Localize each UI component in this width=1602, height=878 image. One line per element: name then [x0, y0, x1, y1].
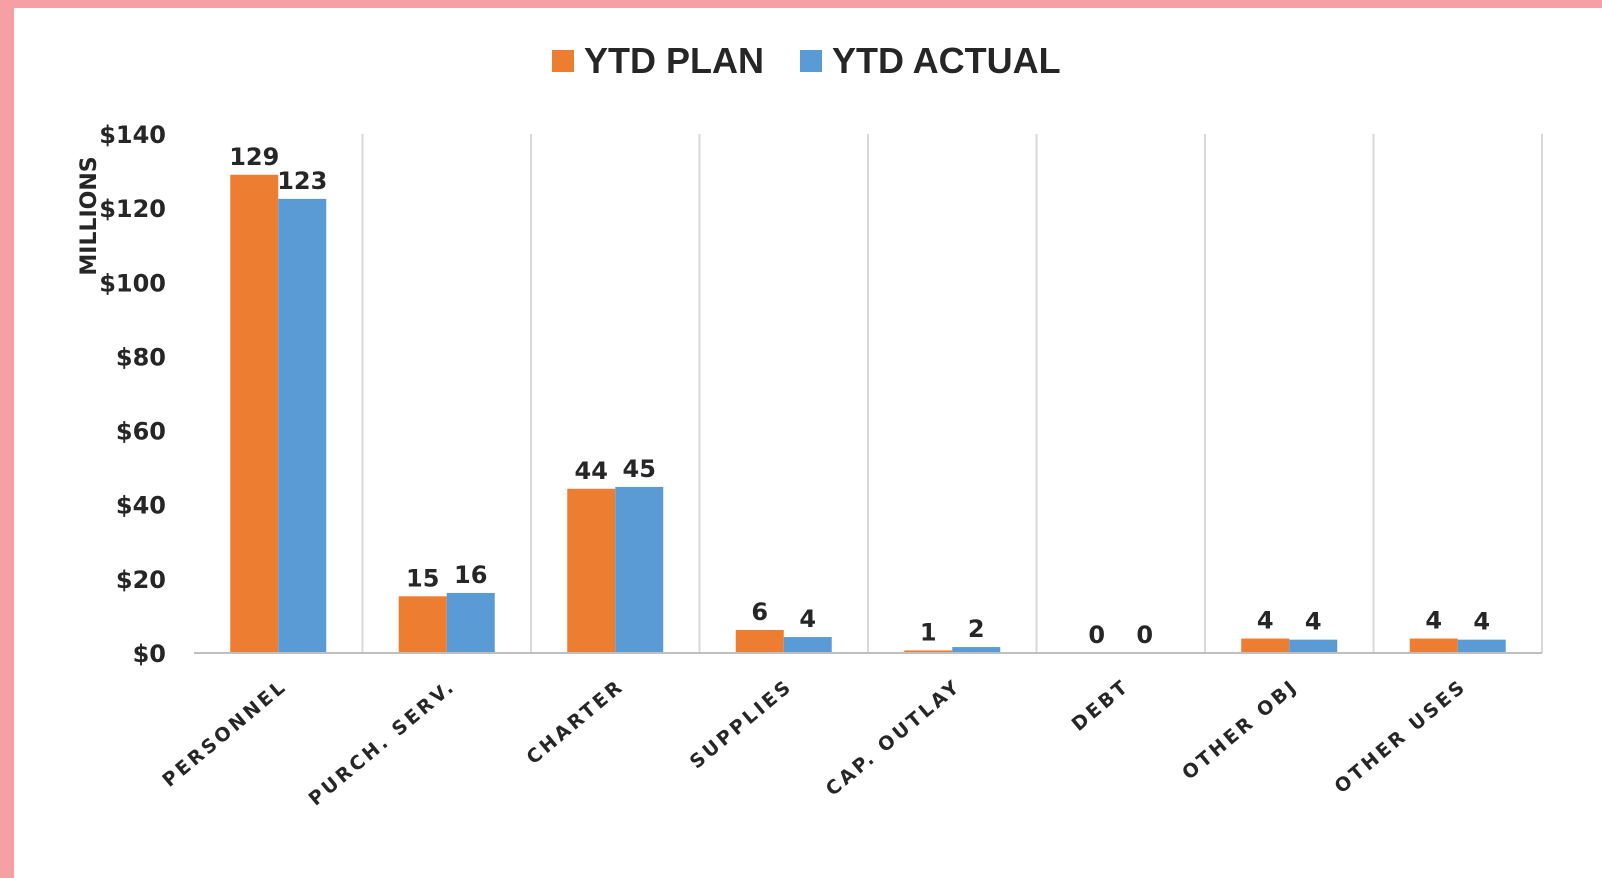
y-tick-label: $80: [116, 343, 166, 371]
bar-actual: [783, 637, 832, 653]
y-tick-label: $120: [99, 195, 166, 223]
y-tick-label: $20: [116, 566, 166, 594]
data-label-actual: 0: [1136, 621, 1153, 649]
y-tick-label: $140: [99, 121, 166, 149]
category-label: OTHER OBJ: [1178, 675, 1302, 784]
y-tick-label: $0: [133, 640, 166, 668]
data-label-plan: 6: [751, 598, 768, 626]
legend-swatch-plan: [552, 50, 574, 72]
y-tick-label: $100: [99, 269, 166, 297]
category-label: OTHER USES: [1330, 675, 1471, 798]
bar-plan: [398, 596, 447, 653]
bar-actual: [615, 486, 664, 653]
data-label-actual: 2: [968, 615, 985, 643]
legend: YTD PLAN YTD ACTUAL: [552, 40, 1061, 81]
data-label-actual: 16: [454, 561, 487, 589]
bar-plan: [1241, 638, 1290, 653]
y-tick-label: $60: [116, 418, 166, 446]
bar-plan: [735, 630, 784, 653]
category-labels: PERSONNEL PURCH. SERV. CHARTER SUPPLIES CAP.…: [158, 675, 1471, 810]
data-label-plan: 15: [406, 564, 439, 592]
y-axis-ticks: $0 $20 $40 $60 $80 $100 $120 $140: [99, 121, 166, 668]
data-label-actual: 123: [277, 167, 327, 195]
legend-label-plan: YTD PLAN: [584, 40, 764, 81]
data-label-actual: 45: [623, 455, 656, 483]
category-label: PURCH. SERV.: [305, 675, 460, 810]
data-label-actual: 4: [1305, 608, 1322, 636]
category-gridlines: [361, 134, 1543, 653]
y-axis-title: MILLIONS: [77, 156, 102, 275]
category-label: SUPPLIES: [686, 675, 797, 773]
y-axis-title-group: MILLIONS: [77, 156, 102, 275]
bar-actual: [446, 592, 495, 653]
bar-plan: [904, 650, 953, 653]
category-label: CAP. OUTLAY: [822, 675, 966, 801]
data-label-actual: 4: [799, 605, 816, 633]
data-label-plan: 1: [920, 618, 937, 646]
bar-actual: [1457, 639, 1506, 653]
bars: [230, 174, 1506, 653]
y-tick-label: $40: [116, 492, 166, 520]
bar-actual: [1289, 639, 1338, 653]
category-label: CHARTER: [522, 675, 628, 769]
category-label: DEBT: [1068, 675, 1134, 736]
chart-frame: YTD PLAN YTD ACTUAL MILLIONS $0 $20 $40 $60 $…: [14, 8, 1602, 878]
data-label-plan: 44: [575, 457, 608, 485]
bar-actual: [952, 647, 1001, 653]
bar-actual: [278, 198, 327, 653]
legend-swatch-actual: [800, 50, 822, 72]
data-label-actual: 4: [1473, 608, 1490, 636]
bar-chart: YTD PLAN YTD ACTUAL MILLIONS $0$20$40$60$…: [77, 40, 1543, 810]
data-label-plan: 129: [229, 143, 279, 171]
bar-plan: [230, 174, 279, 653]
data-label-plan: 4: [1425, 607, 1442, 635]
bar-plan: [567, 488, 616, 653]
bar-plan: [1409, 638, 1458, 653]
category-label: PERSONNEL: [158, 675, 291, 792]
data-label-plan: 4: [1257, 607, 1274, 635]
data-label-plan: 0: [1088, 621, 1105, 649]
legend-label-actual: YTD ACTUAL: [832, 40, 1061, 81]
